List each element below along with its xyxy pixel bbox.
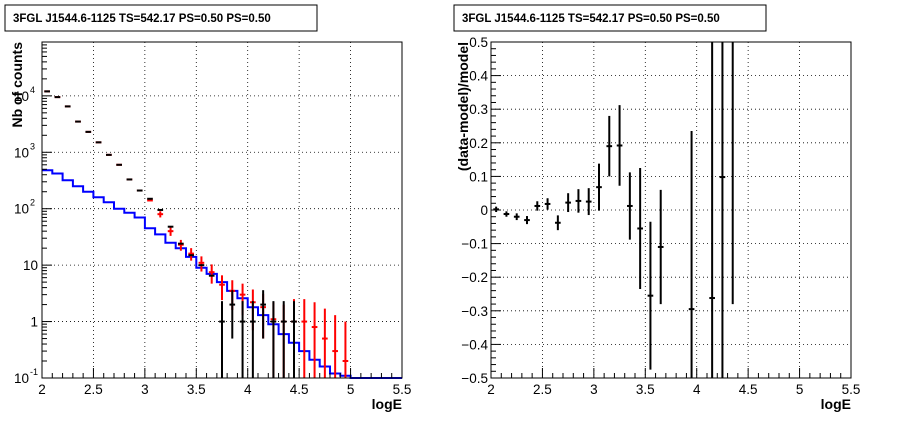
y-tick-label: −0.5 [461, 371, 488, 386]
model-point [311, 302, 318, 378]
residual-panel: 2 2.5 3 3.5 4 4.5 5 5.5 0.5 0.4 0.3 0.2 0.1 0 −0.1 −0.2… [453, 4, 860, 412]
y-tick-exponent: 2 [30, 198, 35, 208]
axis-ticks: 2 2.5 3 3.5 4 4.5 5 5.5 0.5 0.4 0.3 0.2 0.1 0 −0.1 −0.2… [461, 35, 860, 397]
y-tick-label: 0.1 [469, 169, 488, 184]
residual-point [503, 211, 510, 217]
residual-point [493, 206, 499, 213]
data-point [250, 301, 256, 378]
x-tick-label: 4 [693, 382, 701, 397]
x-tick-label: 4 [244, 382, 252, 397]
data-point [280, 301, 287, 378]
x-tick-label: 2 [487, 382, 495, 397]
residual-point [544, 198, 551, 210]
series-layer [493, 42, 734, 378]
y-tick-label: 10 [14, 202, 29, 217]
residual-point [688, 131, 695, 378]
data-point [229, 290, 236, 339]
y-tick-label: 1 [30, 315, 38, 330]
data-point [219, 301, 225, 378]
y-tick-label: 0.2 [469, 136, 488, 151]
residual-point [575, 189, 582, 213]
residual-point [616, 105, 623, 186]
title-box [4, 4, 318, 32]
y-tick-label: 10 [14, 371, 29, 386]
data-point [239, 301, 246, 378]
residual-point [596, 163, 602, 211]
x-axis-label: logE [372, 396, 402, 412]
chart-title: 3FGL J1544.6-1125 TS=542.17 PS=0.50 PS=0… [13, 13, 271, 25]
data-point [291, 301, 297, 378]
y-tick-exponent: 3 [30, 141, 35, 151]
model-point [178, 239, 184, 251]
y-tick-label: −0.3 [461, 304, 488, 319]
x-tick-label: 2.5 [533, 382, 552, 397]
y-tick-label: 0 [480, 203, 488, 218]
x-tick-label: 2 [38, 382, 46, 397]
x-tick-label: 5.5 [393, 382, 412, 397]
model-point [208, 264, 215, 284]
series-layer [42, 90, 402, 379]
residual-point [585, 188, 592, 216]
x-tick-label: 5.5 [842, 382, 861, 397]
y-tick-label: −0.4 [461, 337, 488, 352]
model-point [167, 227, 174, 236]
x-tick-label: 3.5 [636, 382, 655, 397]
residual-point [534, 201, 541, 211]
y-tick-label: 10 [14, 89, 29, 104]
residual-point [657, 189, 664, 305]
model-point [157, 211, 164, 218]
title-box [453, 4, 767, 32]
model-point [219, 275, 225, 301]
residual-point [709, 42, 715, 378]
y-tick-label: −0.1 [461, 237, 488, 252]
x-tick-label: 5 [347, 382, 355, 397]
model-point [342, 321, 349, 378]
data-point [270, 301, 277, 378]
residual-point [627, 172, 633, 240]
residual-point [565, 193, 571, 213]
x-tick-label: 3 [590, 382, 598, 397]
residual-point [719, 42, 726, 378]
residual-point [637, 168, 643, 289]
x-axis-label: logE [821, 396, 851, 412]
residual-point [606, 115, 613, 177]
y-axis-label: Nb of counts [9, 42, 25, 128]
y-tick-label: 0.5 [469, 35, 488, 50]
x-tick-label: 4.5 [739, 382, 758, 397]
y-tick-label: −0.2 [461, 270, 488, 285]
chart-title: 3FGL J1544.6-1125 TS=542.17 PS=0.50 PS=0… [462, 13, 720, 25]
model-point [198, 256, 205, 272]
x-tick-label: 4.5 [290, 382, 309, 397]
residual-point [647, 221, 654, 370]
x-tick-label: 3.5 [187, 382, 206, 397]
data-point [260, 290, 266, 339]
x-tick-label: 3 [141, 382, 149, 397]
residual-point [524, 216, 530, 225]
grid-lines [491, 42, 851, 378]
y-tick-exponent: -1 [30, 367, 38, 377]
y-tick-exponent: 4 [30, 85, 35, 95]
plot-frame [41, 41, 403, 379]
residual-point [555, 215, 561, 231]
x-tick-label: 2.5 [84, 382, 103, 397]
y-tick-label: 10 [14, 145, 29, 160]
y-tick-label: 0.3 [469, 102, 488, 117]
model-point [301, 299, 308, 378]
y-tick-label: 0.4 [469, 69, 488, 84]
residual-point [513, 213, 520, 221]
model-point [322, 308, 328, 378]
grid-lines [42, 42, 402, 378]
x-tick-label: 5 [796, 382, 804, 397]
model-point [332, 315, 338, 378]
y-tick-label: 10 [23, 258, 38, 273]
y-axis-label: (data-model)/model [455, 42, 471, 171]
